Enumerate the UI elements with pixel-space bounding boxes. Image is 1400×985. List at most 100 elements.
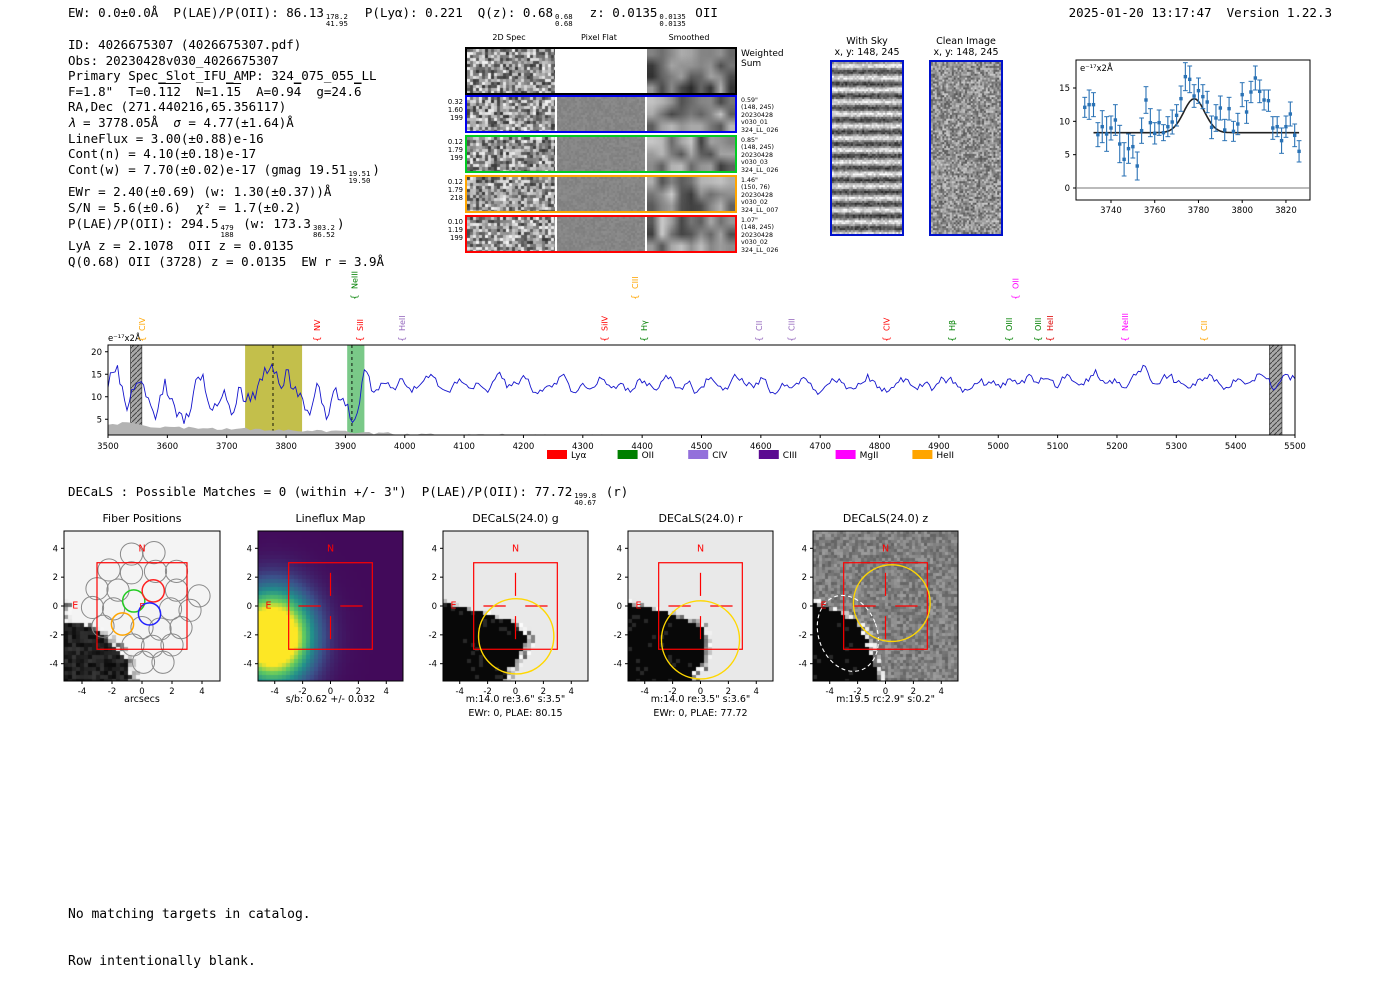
legend-label-CIV: CIV	[712, 451, 728, 461]
line-label-NeIII-2: NeIII	[350, 271, 359, 289]
cutout-col-header-2dspec: 2D Spec	[492, 33, 526, 42]
cutout-right-labels-3: 1.46" (150, 76) 20230428 v030_02 324_LL_007	[741, 177, 779, 214]
panel-title-r: DECaLS(24.0) r	[658, 512, 743, 525]
svg-text:5100: 5100	[1047, 442, 1069, 452]
cutout-right-labels-2: 0.85" (148, 245) 20230428 v030_03 324_LL_026	[741, 137, 779, 174]
svg-text:3500: 3500	[97, 442, 119, 452]
svg-text:2: 2	[247, 573, 252, 583]
panel-caption-r-1: EWr: 0, PLAE: 77.72	[653, 708, 748, 719]
svg-text:4000: 4000	[394, 442, 416, 452]
line-label-OIII-14: OIII	[1034, 318, 1043, 331]
panel-overlay-z: -4 -4 -2 -2 0 0 2 2 4 4 N E	[799, 530, 959, 697]
info-line-14: Q(0.68) OII (3728) z = 0.0135 EW r = 3.9…	[68, 253, 385, 269]
line-label-Hβ-11: Hβ	[948, 320, 957, 331]
legend-swatch-MgII	[835, 450, 856, 459]
svg-text:-4: -4	[78, 687, 86, 697]
svg-text:0: 0	[53, 602, 58, 612]
line-label-bracket-9: {	[788, 336, 798, 342]
panel-image-lineflux	[258, 531, 403, 681]
cutout-cell-0-2	[647, 49, 735, 93]
svg-text:4: 4	[754, 687, 759, 697]
line-label-bracket-1: {	[313, 336, 323, 342]
with-sky-coords: x, y: 148, 245	[834, 47, 900, 58]
svg-text:4: 4	[53, 544, 58, 554]
line-label-CII-17: CII	[1200, 321, 1209, 331]
cutout-left-labels-3: 0.12 1.79 218	[447, 178, 463, 202]
legend-swatch-Lyα	[547, 450, 567, 459]
legend-swatch-HeII	[912, 450, 933, 459]
svg-text:-4: -4	[50, 660, 58, 670]
svg-text:4200: 4200	[513, 442, 535, 452]
svg-text:2: 2	[356, 687, 361, 697]
panel-image-z	[813, 531, 958, 681]
svg-text:-2: -2	[483, 687, 491, 697]
svg-text:15: 15	[91, 370, 102, 380]
line-label-HeII-4: HeII	[398, 315, 407, 331]
panel-caption-z-0: m:19.5 rc:2.9" s:0.2"	[836, 694, 935, 705]
info-line-8: Cont(n) = 4.10(±0.18)e-17	[68, 146, 257, 162]
cutout-cell-0-1	[557, 49, 645, 93]
spectrum-units-label: e⁻¹⁷x2Å	[108, 332, 141, 344]
line-label-CII-8: CII	[755, 321, 764, 331]
header-summary-line: EW: 0.0±0.0Å P(LAE)/P(OII): 86.13 178.2 41…	[68, 5, 718, 29]
svg-text:0: 0	[1065, 184, 1070, 194]
svg-text:0: 0	[328, 687, 333, 697]
svg-text:4: 4	[569, 687, 574, 697]
cutout-cell-1-0	[467, 97, 555, 131]
info-line-12: P(LAE)/P(OII): 294.5 479 188 (w: 173.3 303.…	[68, 215, 345, 239]
line-label-bracket-6: {	[631, 294, 641, 300]
cutout-cell-1-2	[647, 97, 735, 131]
svg-text:0: 0	[247, 602, 252, 612]
svg-text:-4: -4	[825, 687, 833, 697]
svg-text:3800: 3800	[275, 442, 297, 452]
fiber-circle-2	[137, 602, 162, 626]
line-label-bracket-11: {	[948, 336, 958, 342]
line-label-bracket-12: {	[1005, 336, 1015, 342]
svg-text:3760: 3760	[1144, 206, 1166, 216]
panel-caption-r-0: m:14.0 re:3.5" s:3.6"	[650, 694, 751, 705]
svg-text:2: 2	[53, 573, 58, 583]
svg-text:20: 20	[91, 348, 102, 358]
svg-text:4700: 4700	[809, 442, 831, 452]
panel-overlay-r: -4 -4 -2 -2 0 0 2 2 4 4 N E	[614, 530, 774, 697]
cutout-cell-2-0	[467, 137, 555, 171]
cutout-row-1	[465, 95, 737, 133]
compass-north-g: N	[512, 543, 519, 554]
panel-image-r	[628, 531, 773, 681]
panel-caption-g-0: m:14.0 re:3.6" s:3.5"	[465, 694, 566, 705]
panel-overlay-g: -4 -4 -2 -2 0 0 2 2 4 4 N E	[429, 530, 589, 697]
line-label-bracket-5: {	[601, 336, 611, 342]
legend-label-CIII: CIII	[783, 451, 797, 461]
footer-line-1: No matching targets in catalog.	[68, 907, 311, 922]
clean-image-coords: x, y: 148, 245	[933, 47, 999, 58]
cutout-right-labels-0: Weighted Sum	[741, 49, 784, 69]
svg-text:2: 2	[169, 687, 174, 697]
line-label-bracket-13: {	[1011, 294, 1021, 300]
line-label-bracket-0: {	[138, 336, 148, 342]
legend-swatch-CIII	[758, 450, 779, 459]
cutout-left-labels-4: 0.10 1.19 199	[447, 218, 463, 242]
line-label-CIV-0: CIV	[138, 317, 147, 331]
svg-text:10: 10	[1059, 117, 1070, 127]
line-fit-plot: 0 5 10 15 3740 3760 3780 3800 3820 e⁻¹⁷x2Å	[1040, 48, 1320, 228]
line-label-OII-13: OII	[1011, 278, 1020, 289]
svg-text:0: 0	[698, 687, 703, 697]
svg-text:4800: 4800	[869, 442, 891, 452]
svg-text:5: 5	[97, 415, 102, 425]
svg-text:-4: -4	[640, 687, 648, 697]
cutout-cell-3-2	[647, 177, 735, 211]
compass-east-fiber: E	[72, 600, 78, 611]
panel-title-g: DECaLS(24.0) g	[472, 512, 559, 525]
with-sky-title: With Sky	[846, 36, 888, 47]
report-date: 2025-01-20 13:17:47	[1068, 5, 1212, 20]
svg-text:4600: 4600	[750, 442, 772, 452]
svg-text:4400: 4400	[631, 442, 653, 452]
panel-caption-g-1: EWr: 0, PLAE: 80.15	[468, 708, 563, 719]
svg-text:0: 0	[617, 602, 622, 612]
clean-image	[929, 60, 1003, 236]
svg-text:2: 2	[911, 687, 916, 697]
svg-text:4900: 4900	[928, 442, 950, 452]
svg-text:5000: 5000	[987, 442, 1009, 452]
footer-line-2: Row intentionally blank.	[68, 953, 256, 969]
svg-text:-2: -2	[853, 687, 861, 697]
